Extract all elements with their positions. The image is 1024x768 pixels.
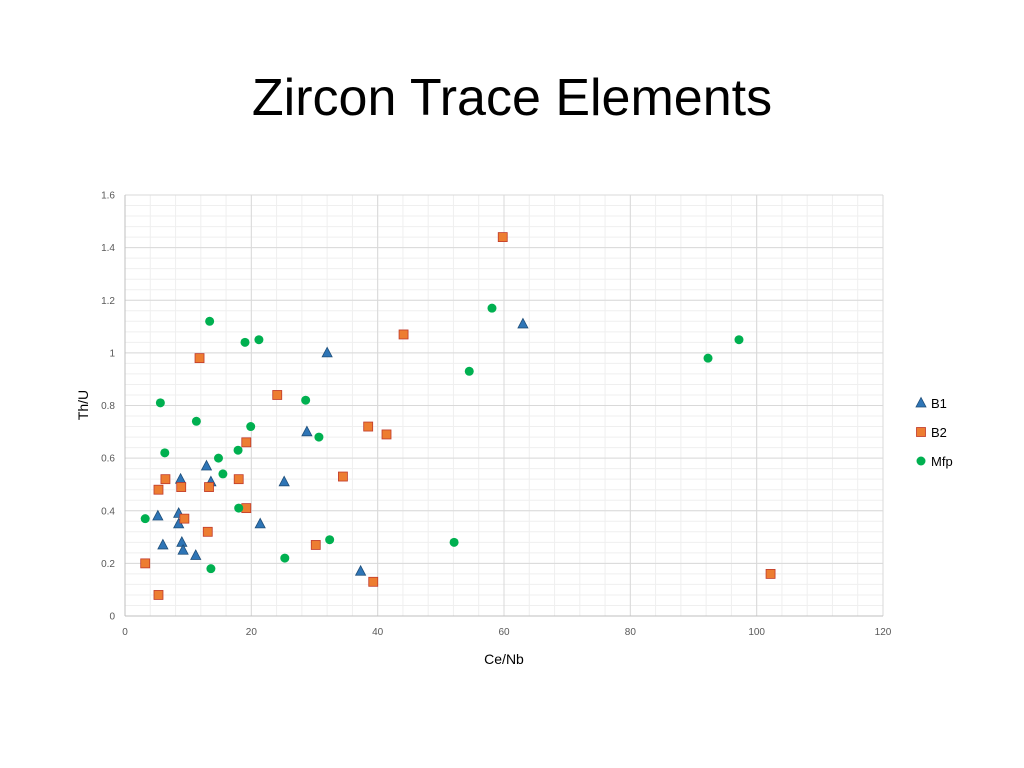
data-point-b2 bbox=[194, 353, 205, 364]
data-point-mfp bbox=[325, 535, 335, 545]
slide-title: Zircon Trace Elements bbox=[251, 69, 773, 127]
data-point-b2 bbox=[233, 474, 244, 485]
y-axis-title: Th/U bbox=[75, 390, 91, 420]
data-point-b2 bbox=[160, 474, 171, 485]
data-point-mfp bbox=[160, 448, 170, 458]
data-point-mfp bbox=[213, 453, 223, 463]
x-tick-label: 40 bbox=[372, 627, 384, 638]
data-point-b2 bbox=[338, 471, 348, 482]
y-tick-label: 0.8 bbox=[101, 401, 115, 412]
x-tick-label: 60 bbox=[498, 627, 510, 638]
data-points bbox=[140, 232, 776, 600]
data-point-b2 bbox=[241, 437, 252, 448]
legend-marker-b1 bbox=[915, 396, 927, 408]
y-tick-label: 1.4 bbox=[101, 243, 115, 254]
legend-label-b1: B1 bbox=[931, 396, 947, 411]
data-point-b1 bbox=[177, 543, 189, 555]
data-point-b2 bbox=[202, 526, 213, 537]
y-tick-label: 0.2 bbox=[101, 559, 115, 570]
data-point-b2 bbox=[204, 482, 214, 492]
data-point-mfp bbox=[205, 316, 215, 326]
data-point-b2 bbox=[368, 576, 379, 587]
x-tick-label: 120 bbox=[875, 627, 892, 638]
data-point-b2 bbox=[272, 390, 283, 400]
data-point-mfp bbox=[703, 353, 713, 363]
data-point-b2 bbox=[140, 558, 151, 569]
data-point-mfp bbox=[301, 395, 311, 405]
x-tick-label: 0 bbox=[122, 627, 128, 638]
legend-marker-mfp bbox=[916, 456, 926, 466]
data-point-b1 bbox=[152, 509, 164, 521]
x-tick-label: 100 bbox=[748, 627, 765, 638]
grid-lines bbox=[124, 194, 884, 617]
data-point-mfp bbox=[234, 503, 244, 513]
y-tick-label: 1 bbox=[109, 348, 115, 359]
y-tick-label: 0 bbox=[109, 612, 115, 623]
data-point-b1 bbox=[176, 535, 188, 547]
x-axis-title: Ce/Nb bbox=[484, 651, 524, 667]
data-point-b1 bbox=[200, 459, 213, 471]
data-point-b2 bbox=[153, 590, 164, 600]
legend-label-b2: B2 bbox=[931, 425, 947, 440]
y-tick-label: 0.6 bbox=[101, 454, 115, 465]
data-point-b2 bbox=[176, 482, 187, 492]
legend: B1 B2 Mfp bbox=[915, 396, 953, 469]
data-point-b1 bbox=[278, 475, 290, 487]
data-point-mfp bbox=[191, 416, 201, 426]
data-point-mfp bbox=[140, 514, 150, 524]
axes bbox=[124, 195, 883, 617]
data-point-mfp bbox=[487, 303, 497, 313]
data-point-mfp bbox=[206, 564, 216, 574]
data-point-b2 bbox=[179, 513, 190, 524]
data-point-mfp bbox=[218, 469, 228, 479]
data-point-b2 bbox=[497, 232, 508, 243]
data-point-mfp bbox=[254, 335, 264, 345]
data-point-b2 bbox=[765, 569, 776, 579]
tick-labels: 0 20 40 60 80 100 120 0 0.2 0.4 0.6 0.8 1 1.2 1.4 1.6 bbox=[101, 191, 892, 639]
data-point-b1 bbox=[174, 472, 187, 484]
data-point-b2 bbox=[363, 421, 374, 432]
y-tick-label: 0.4 bbox=[101, 506, 115, 517]
legend-marker-b2 bbox=[916, 427, 926, 437]
data-point-b1 bbox=[190, 549, 202, 560]
data-point-mfp bbox=[246, 422, 256, 432]
y-tick-label: 1.6 bbox=[101, 191, 115, 202]
data-point-b1 bbox=[517, 317, 529, 329]
data-point-b1 bbox=[254, 517, 266, 529]
x-tick-label: 80 bbox=[625, 627, 637, 638]
data-point-b1 bbox=[157, 538, 169, 550]
data-point-mfp bbox=[233, 445, 243, 455]
data-point-b2 bbox=[381, 429, 392, 440]
data-point-mfp bbox=[240, 337, 250, 347]
data-point-mfp bbox=[280, 553, 290, 563]
data-point-mfp bbox=[464, 366, 474, 376]
data-point-mfp bbox=[314, 432, 324, 442]
data-point-mfp bbox=[155, 398, 165, 408]
data-point-b2 bbox=[310, 540, 321, 550]
data-point-mfp bbox=[449, 537, 459, 547]
x-tick-label: 20 bbox=[246, 627, 258, 638]
data-point-b2 bbox=[153, 484, 164, 495]
data-point-b1 bbox=[301, 425, 313, 437]
data-point-mfp bbox=[734, 335, 744, 345]
data-point-b1 bbox=[354, 564, 367, 576]
y-tick-label: 1.2 bbox=[101, 296, 115, 307]
data-point-b1 bbox=[321, 346, 333, 358]
data-point-b2 bbox=[398, 329, 409, 340]
legend-label-mfp: Mfp bbox=[931, 454, 953, 469]
